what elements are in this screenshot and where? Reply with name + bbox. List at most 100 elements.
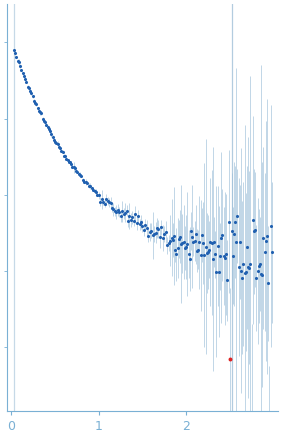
Point xyxy=(63,152,67,159)
Point xyxy=(126,218,130,225)
Point xyxy=(207,246,212,253)
Point xyxy=(18,62,23,69)
Point xyxy=(23,75,27,82)
Point xyxy=(33,99,38,106)
Point xyxy=(268,223,273,230)
Point xyxy=(186,250,191,257)
Point xyxy=(217,268,221,275)
Point xyxy=(139,219,143,226)
Point xyxy=(166,239,171,246)
Point xyxy=(266,280,270,287)
Point xyxy=(175,245,180,252)
Point xyxy=(101,198,105,205)
Point xyxy=(168,237,173,244)
Point xyxy=(20,69,25,76)
Point xyxy=(137,221,142,228)
Point xyxy=(254,275,259,282)
Point xyxy=(240,274,244,281)
Point xyxy=(107,199,111,206)
Point xyxy=(135,220,139,227)
Point xyxy=(59,147,63,154)
Point xyxy=(27,85,31,92)
Point xyxy=(164,229,168,236)
Point xyxy=(40,115,45,122)
Point xyxy=(75,169,80,176)
Point xyxy=(129,216,133,223)
Point xyxy=(76,170,81,177)
Point xyxy=(256,263,261,270)
Point xyxy=(250,216,255,223)
Point xyxy=(81,176,85,183)
Point xyxy=(28,88,32,95)
Point xyxy=(252,228,256,235)
Point xyxy=(221,252,226,259)
Point xyxy=(211,255,215,262)
Point xyxy=(196,246,201,253)
Point xyxy=(85,180,90,187)
Point xyxy=(61,152,66,159)
Point xyxy=(181,239,186,246)
Point xyxy=(30,93,35,100)
Point xyxy=(150,232,155,239)
Point xyxy=(94,188,98,195)
Point xyxy=(127,212,132,219)
Point xyxy=(39,109,44,116)
Point xyxy=(22,73,26,80)
Point xyxy=(97,192,101,199)
Point xyxy=(143,222,148,229)
Point xyxy=(84,179,88,186)
Point xyxy=(147,229,152,236)
Point xyxy=(110,205,114,212)
Point xyxy=(24,78,29,85)
Point xyxy=(177,236,181,243)
Point xyxy=(220,232,225,239)
Point xyxy=(67,159,71,166)
Point xyxy=(262,248,267,255)
Point xyxy=(192,237,197,244)
Point xyxy=(16,57,20,64)
Point xyxy=(206,249,210,256)
Point xyxy=(169,234,174,241)
Point xyxy=(253,226,257,233)
Point xyxy=(47,126,51,133)
Point xyxy=(142,226,146,233)
Point xyxy=(65,156,70,163)
Point xyxy=(200,231,204,238)
Point xyxy=(17,59,21,66)
Point xyxy=(58,145,62,152)
Point xyxy=(243,268,248,275)
Point xyxy=(117,208,122,215)
Point xyxy=(44,121,49,128)
Point xyxy=(255,267,260,274)
Point xyxy=(197,239,202,246)
Point xyxy=(133,211,138,218)
Point xyxy=(78,171,82,178)
Point xyxy=(261,235,266,242)
Point xyxy=(82,178,87,185)
Point xyxy=(242,270,247,277)
Point xyxy=(230,252,235,259)
Point xyxy=(153,229,158,236)
Point xyxy=(43,119,47,126)
Point xyxy=(185,240,190,247)
Point xyxy=(73,165,77,172)
Point xyxy=(193,231,198,238)
Point xyxy=(260,271,265,278)
Point xyxy=(25,83,30,90)
Point xyxy=(19,66,24,73)
Point xyxy=(219,234,224,241)
Point xyxy=(239,267,243,274)
Point xyxy=(32,98,36,105)
Point xyxy=(95,191,100,198)
Point xyxy=(171,237,175,244)
Point xyxy=(35,104,40,111)
Point xyxy=(228,355,232,362)
Point xyxy=(152,230,156,237)
Point xyxy=(54,139,59,146)
Point xyxy=(92,187,97,194)
Point xyxy=(208,239,213,246)
Point xyxy=(183,244,187,251)
Point xyxy=(270,249,274,256)
Point xyxy=(237,239,242,246)
Point xyxy=(55,140,60,147)
